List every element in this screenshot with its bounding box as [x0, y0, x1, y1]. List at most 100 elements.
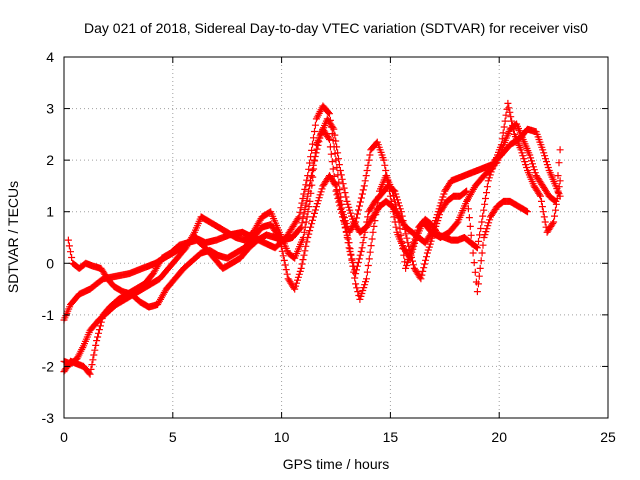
- data-point: [363, 167, 371, 174]
- chart-title: Day 021 of 2018, Sidereal Day-to-day VTE…: [84, 20, 588, 36]
- data-point: [68, 254, 76, 261]
- data-point: [335, 161, 343, 169]
- data-point: [308, 146, 316, 154]
- data-point: [417, 275, 425, 283]
- data-point: [544, 164, 552, 171]
- data-point: [312, 203, 320, 211]
- data-point: [90, 351, 98, 359]
- data-point: [345, 244, 353, 252]
- data-point: [363, 275, 370, 283]
- data-point: [309, 161, 317, 169]
- data-point: [521, 158, 529, 166]
- data-point: [481, 231, 489, 239]
- data-point: [465, 214, 473, 222]
- data-point: [541, 218, 549, 226]
- data-point: [326, 110, 333, 118]
- data-point: [305, 187, 313, 195]
- data-point: [390, 186, 398, 194]
- data-point: [305, 230, 313, 238]
- data-point: [282, 266, 290, 274]
- data-point: [325, 134, 332, 142]
- data-point: [338, 175, 346, 183]
- data-point: [95, 326, 103, 334]
- data-point: [539, 208, 547, 216]
- data-point: [539, 146, 547, 154]
- series-track-2: [60, 125, 564, 368]
- y-tick-label: -3: [42, 410, 55, 426]
- data-point: [315, 138, 323, 146]
- data-point: [278, 247, 286, 255]
- data-point: [486, 171, 494, 179]
- data-point: [356, 198, 364, 206]
- data-point: [338, 204, 346, 212]
- data-point: [499, 129, 507, 137]
- data-point: [353, 262, 361, 270]
- data-point: [354, 259, 362, 266]
- data-point: [504, 99, 512, 107]
- data-point: [406, 246, 414, 254]
- data-point: [419, 267, 427, 275]
- data-point: [380, 156, 388, 164]
- data-point: [421, 260, 429, 268]
- y-tick-label: -2: [42, 358, 55, 374]
- data-point: [362, 172, 370, 180]
- data-point: [358, 244, 366, 252]
- data-point: [479, 241, 487, 249]
- data-point: [364, 262, 372, 269]
- data-point: [300, 190, 308, 198]
- data-point: [473, 288, 481, 296]
- data-point: [355, 255, 363, 263]
- data-point: [291, 285, 299, 293]
- data-point: [420, 264, 428, 272]
- data-point: [552, 206, 559, 214]
- x-tick-label: 10: [274, 429, 290, 445]
- data-point: [348, 255, 356, 263]
- data-point: [310, 156, 318, 164]
- data-point: [475, 272, 483, 280]
- data-point: [405, 242, 413, 250]
- data-point: [313, 145, 321, 153]
- data-point: [556, 177, 564, 185]
- data-point: [483, 183, 491, 191]
- data-point: [93, 337, 101, 345]
- data-point: [433, 211, 441, 219]
- data-point: [361, 281, 369, 289]
- data-point: [359, 186, 367, 194]
- data-markers: [60, 99, 564, 378]
- data-point: [482, 195, 489, 202]
- data-point: [392, 190, 400, 198]
- y-tick-label: 0: [46, 255, 54, 271]
- data-point: [556, 146, 564, 154]
- data-point: [348, 212, 355, 220]
- data-point: [87, 365, 95, 373]
- data-point: [331, 181, 339, 188]
- data-point: [359, 239, 367, 247]
- data-point: [370, 222, 378, 230]
- data-point: [366, 248, 374, 256]
- data-point: [554, 172, 562, 180]
- data-point: [517, 146, 525, 154]
- data-point: [541, 152, 549, 160]
- data-point: [429, 225, 437, 233]
- data-point: [408, 253, 415, 261]
- data-point: [283, 270, 291, 278]
- data-point: [301, 185, 309, 193]
- data-point: [332, 137, 340, 145]
- data-point: [480, 206, 488, 214]
- data-point: [277, 243, 285, 251]
- data-point: [527, 154, 535, 162]
- data-point: [340, 184, 348, 192]
- data-point: [363, 268, 371, 276]
- data-point: [365, 156, 373, 164]
- data-point: [483, 225, 491, 233]
- data-point: [543, 158, 550, 166]
- data-point: [502, 111, 510, 119]
- data-point: [336, 197, 344, 205]
- data-point: [293, 279, 300, 287]
- data-point: [301, 247, 309, 255]
- data-point: [85, 369, 93, 377]
- data-point: [551, 212, 558, 220]
- data-point: [478, 249, 486, 257]
- data-point: [369, 228, 377, 236]
- data-point: [553, 185, 561, 192]
